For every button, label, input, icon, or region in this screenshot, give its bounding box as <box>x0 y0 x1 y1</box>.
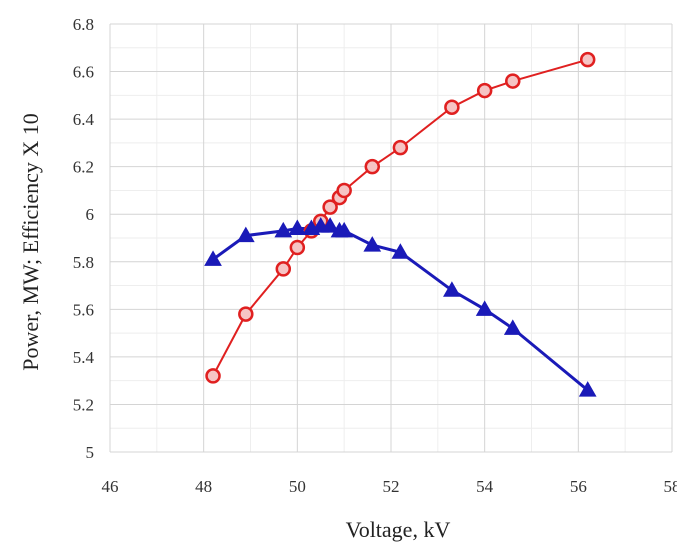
y-tick-label: 6.8 <box>73 15 94 34</box>
x-tick-label: 50 <box>289 477 306 496</box>
data-point-triangle <box>204 250 222 266</box>
x-tick-label: 58 <box>664 477 677 496</box>
data-point-circle <box>289 239 306 256</box>
data-point-triangle <box>335 221 354 238</box>
y-tick-label: 6.4 <box>73 110 95 129</box>
x-tick-label: 48 <box>195 477 212 496</box>
data-point-triangle <box>578 381 597 397</box>
series-markers <box>204 51 597 397</box>
data-point-triangle <box>391 243 410 259</box>
data-point-circle <box>505 73 521 89</box>
data-point-triangle <box>503 319 522 335</box>
data-point-triangle <box>363 236 382 252</box>
data-point-circle <box>238 306 254 322</box>
data-point-circle <box>476 82 493 99</box>
y-tick-label: 5.4 <box>73 348 95 367</box>
x-tick-label: 56 <box>570 477 587 496</box>
y-tick-label: 5.6 <box>73 300 94 319</box>
data-point-triangle <box>321 217 339 233</box>
data-point-circle <box>364 158 381 175</box>
y-tick-label: 6.6 <box>73 63 94 82</box>
data-point-circle <box>392 139 409 156</box>
x-axis-ticks: 46 48 50 52 54 56 58 <box>102 477 677 496</box>
y-tick-label: 6 <box>86 205 95 224</box>
y-tick-label: 5.8 <box>73 253 94 272</box>
x-axis-title: Voltage, kV <box>346 517 451 542</box>
y-tick-label: 5.2 <box>73 395 94 414</box>
x-tick-label: 46 <box>102 477 119 496</box>
y-axis-ticks: 5 5.2 5.4 5.6 5.8 6 6.2 6.4 6.6 6.8 <box>73 15 95 462</box>
data-point-triangle <box>274 221 293 238</box>
y-axis-title: Power, MW; Efficiency X 10 <box>18 113 43 371</box>
data-point-circle <box>205 368 221 384</box>
grid <box>109 23 673 453</box>
data-point-triangle <box>236 226 255 243</box>
data-point-circle <box>336 182 352 199</box>
data-point-triangle <box>475 300 494 316</box>
data-point-circle <box>579 51 596 68</box>
data-point-circle <box>322 199 338 215</box>
x-tick-label: 54 <box>476 477 494 496</box>
data-point-triangle <box>288 219 307 235</box>
y-tick-label: 6.2 <box>73 158 94 177</box>
x-tick-label: 52 <box>383 477 400 496</box>
data-point-circle <box>444 99 460 115</box>
data-point-triangle <box>443 281 461 297</box>
data-point-circle <box>275 261 292 277</box>
y-tick-label: 5 <box>86 443 95 462</box>
